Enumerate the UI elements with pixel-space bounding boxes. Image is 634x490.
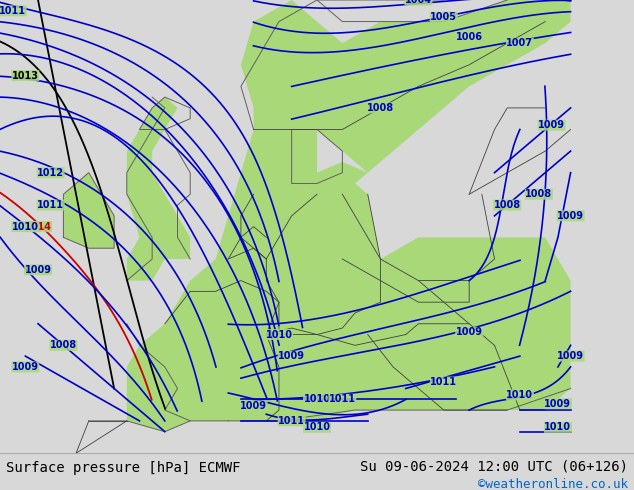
Polygon shape bbox=[63, 172, 114, 248]
Text: 1011: 1011 bbox=[37, 200, 64, 210]
Text: 1011: 1011 bbox=[0, 6, 26, 16]
Polygon shape bbox=[317, 86, 571, 216]
Text: 1008: 1008 bbox=[50, 341, 77, 350]
Text: 1009: 1009 bbox=[25, 265, 51, 275]
Text: 1010: 1010 bbox=[266, 330, 292, 340]
Polygon shape bbox=[292, 129, 317, 183]
Text: 1009: 1009 bbox=[456, 327, 482, 338]
Polygon shape bbox=[241, 0, 571, 172]
Polygon shape bbox=[127, 129, 571, 432]
Text: ©weatheronline.co.uk: ©weatheronline.co.uk bbox=[477, 478, 628, 490]
Text: 1005: 1005 bbox=[430, 12, 457, 22]
Text: 1004: 1004 bbox=[405, 0, 432, 5]
Polygon shape bbox=[127, 97, 190, 281]
Polygon shape bbox=[0, 0, 380, 129]
Text: 1007: 1007 bbox=[507, 38, 533, 48]
Text: 1009: 1009 bbox=[278, 351, 305, 361]
Text: 1012: 1012 bbox=[37, 168, 64, 178]
Text: 1009: 1009 bbox=[538, 120, 565, 130]
Polygon shape bbox=[127, 432, 571, 453]
Text: 1009: 1009 bbox=[240, 401, 267, 411]
Text: 1013: 1013 bbox=[12, 71, 39, 80]
Text: 1008: 1008 bbox=[526, 189, 552, 199]
Text: 1009: 1009 bbox=[557, 351, 584, 361]
Text: 1009: 1009 bbox=[557, 211, 584, 221]
Text: 1009: 1009 bbox=[545, 398, 571, 409]
Polygon shape bbox=[0, 0, 165, 453]
Text: Su 09-06-2024 12:00 UTC (06+126): Su 09-06-2024 12:00 UTC (06+126) bbox=[359, 459, 628, 473]
Text: 1009: 1009 bbox=[12, 362, 39, 372]
Text: 1008: 1008 bbox=[367, 103, 394, 113]
Text: 1010: 1010 bbox=[545, 422, 571, 432]
Text: 1011: 1011 bbox=[430, 377, 457, 387]
Text: 1008: 1008 bbox=[494, 200, 521, 210]
Text: 1014: 1014 bbox=[25, 221, 51, 232]
Text: 1010: 1010 bbox=[507, 390, 533, 400]
Polygon shape bbox=[292, 162, 368, 194]
Text: 1006: 1006 bbox=[456, 32, 482, 42]
Text: 1011: 1011 bbox=[278, 416, 305, 426]
Text: 1010: 1010 bbox=[12, 221, 39, 232]
Polygon shape bbox=[127, 108, 342, 302]
Text: 1011: 1011 bbox=[329, 394, 356, 404]
Text: 1010: 1010 bbox=[304, 394, 330, 404]
Text: Surface pressure [hPa] ECMWF: Surface pressure [hPa] ECMWF bbox=[6, 461, 241, 475]
Text: 1010: 1010 bbox=[304, 422, 330, 432]
